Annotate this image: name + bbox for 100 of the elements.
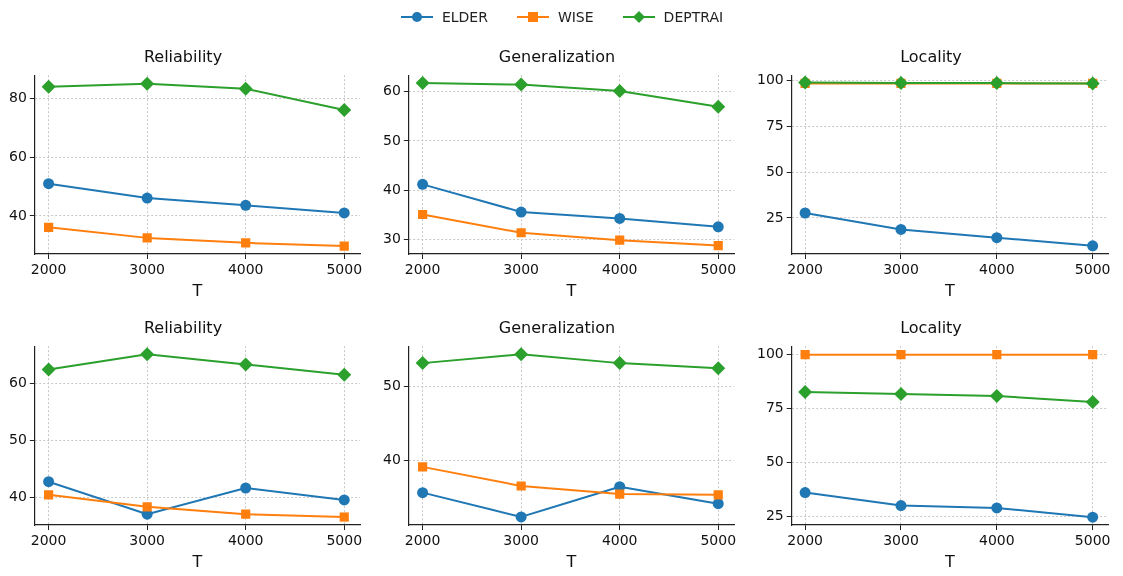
x-axis-title: T (565, 551, 577, 571)
point (241, 238, 251, 248)
point (339, 512, 349, 522)
point (712, 221, 724, 233)
point (713, 490, 723, 500)
point (1085, 394, 1100, 409)
y-tick-label: 50 (765, 162, 784, 179)
point (140, 76, 155, 91)
point (614, 212, 626, 224)
point (238, 357, 253, 372)
x-tick-label: 2000 (30, 532, 67, 549)
point (41, 79, 56, 94)
point (712, 498, 724, 510)
point (615, 489, 625, 499)
y-tick-label: 80 (8, 89, 27, 106)
point (44, 490, 54, 500)
point (799, 207, 811, 219)
point (514, 347, 529, 362)
point (338, 207, 350, 219)
chart-title: Reliability (143, 317, 223, 337)
y-tick-label: 50 (382, 377, 401, 394)
x-tick-label: 5000 (700, 532, 737, 549)
point (516, 228, 526, 238)
x-tick-label: 3000 (129, 261, 165, 278)
y-tick-label: 40 (382, 450, 401, 467)
x-axis-title: T (191, 280, 203, 300)
y-tick-label: 50 (8, 431, 27, 448)
point (142, 233, 152, 243)
point (417, 178, 429, 190)
y-tick-label: 25 (765, 208, 784, 225)
point (238, 81, 253, 96)
x-tick-label: 4000 (979, 532, 1015, 549)
point (418, 209, 428, 220)
point (895, 500, 907, 512)
x-tick-label: 4000 (601, 261, 638, 278)
y-tick-label: 40 (8, 488, 27, 505)
point (514, 77, 529, 92)
chart-title: Locality (900, 46, 962, 66)
y-tick-label: 60 (8, 147, 27, 164)
y-tick-label: 100 (756, 345, 784, 362)
point (1087, 240, 1099, 252)
x-tick-label: 5000 (1074, 532, 1111, 549)
point (991, 502, 1003, 514)
point (43, 178, 55, 190)
x-tick-label: 3000 (129, 532, 165, 549)
y-tick-label: 30 (382, 230, 401, 247)
chart-title: Locality (900, 317, 962, 337)
y-tick-label: 50 (765, 453, 784, 470)
point (44, 222, 54, 232)
point (516, 481, 526, 491)
x-tick-label: 5000 (326, 532, 363, 549)
point (989, 388, 1004, 403)
point (141, 192, 153, 204)
x-tick-label: 4000 (979, 261, 1015, 278)
x-tick-label: 3000 (503, 532, 539, 549)
point (140, 347, 155, 362)
x-tick-label: 2000 (404, 261, 441, 278)
point (241, 509, 251, 519)
x-tick-label: 3000 (883, 261, 919, 278)
y-tick-label: 60 (8, 374, 27, 391)
point (992, 350, 1002, 360)
point (337, 103, 352, 118)
x-tick-label: 2000 (404, 532, 441, 549)
point (418, 462, 428, 472)
x-tick-label: 5000 (700, 261, 737, 278)
point (43, 476, 55, 488)
point (991, 232, 1003, 244)
x-tick-label: 4000 (227, 261, 264, 278)
point (895, 223, 907, 235)
x-tick-label: 3000 (503, 261, 539, 278)
y-tick-label: 60 (382, 82, 401, 99)
x-tick-label: 5000 (1074, 261, 1111, 278)
point (41, 362, 56, 377)
y-tick-label: 50 (382, 131, 401, 148)
x-axis-title: T (943, 280, 955, 300)
legend-label: ELDER (441, 9, 488, 25)
point (713, 241, 723, 251)
point (240, 482, 252, 494)
point (799, 487, 811, 499)
point (337, 367, 352, 382)
x-tick-label: 5000 (326, 261, 363, 278)
point (240, 199, 252, 211)
x-tick-label: 4000 (227, 532, 264, 549)
point (1087, 511, 1099, 523)
point (798, 385, 813, 400)
point (711, 99, 726, 114)
y-tick-label: 25 (765, 507, 784, 524)
point (896, 350, 906, 360)
point (515, 511, 527, 523)
x-tick-label: 2000 (787, 532, 823, 549)
x-axis-title: T (191, 551, 203, 571)
legend-label: DEPTRAI (663, 9, 724, 25)
point (612, 356, 627, 371)
point (417, 487, 429, 499)
point (415, 356, 430, 371)
point (415, 76, 430, 91)
point (338, 494, 350, 506)
x-tick-label: 2000 (30, 261, 67, 278)
point (612, 84, 627, 99)
y-tick-label: 75 (765, 117, 784, 134)
